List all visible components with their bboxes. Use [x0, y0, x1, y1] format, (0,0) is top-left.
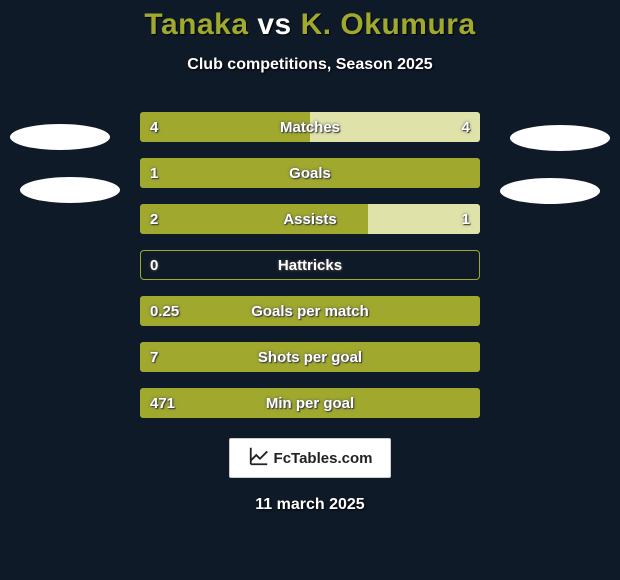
stat-row: Matches4 4	[140, 112, 480, 142]
stat-row: Goals1	[140, 158, 480, 188]
player2-name: K. Okumura	[301, 8, 476, 41]
stat-value-left: 471	[150, 388, 175, 418]
stat-value-right: 1	[462, 204, 470, 234]
stat-row: Goals per match0.25	[140, 296, 480, 326]
stat-row: Shots per goal7	[140, 342, 480, 372]
stat-value-left: 0.25	[150, 296, 179, 326]
source-badge[interactable]: FcTables.com	[229, 438, 391, 478]
stats-rows: Matches44Goals1Assists21Hattricks0Goals …	[0, 112, 620, 418]
stat-value-left: 1	[150, 158, 158, 188]
stat-label: Min per goal	[140, 388, 480, 418]
export-date: 11 march 2025	[0, 496, 620, 514]
subtitle: Club competitions, Season 2025	[0, 56, 620, 74]
player1-name: Tanaka	[144, 8, 248, 41]
chart-line-icon	[248, 445, 274, 472]
stat-label: Goals per match	[140, 296, 480, 326]
stat-row: Min per goal471	[140, 388, 480, 418]
stats-comparison-card: Tanaka vs K. Okumura Club competitions, …	[0, 0, 620, 580]
page-title: Tanaka vs K. Okumura	[0, 0, 620, 42]
stat-row: Hattricks0	[140, 250, 480, 280]
stat-row: Assists2 1	[140, 204, 480, 234]
stat-value-left: 4	[150, 112, 158, 142]
stat-value-left: 2	[150, 204, 158, 234]
stat-label: Goals	[140, 158, 480, 188]
stat-label: Assists	[140, 204, 480, 234]
source-badge-text: FcTables.com	[274, 450, 373, 467]
stat-label: Hattricks	[140, 250, 480, 280]
vs-separator: vs	[257, 8, 291, 41]
stat-label: Shots per goal	[140, 342, 480, 372]
stat-label: Matches	[140, 112, 480, 142]
stat-value-left: 7	[150, 342, 158, 372]
stat-value-right: 4	[462, 112, 470, 142]
stat-value-left: 0	[150, 250, 158, 280]
